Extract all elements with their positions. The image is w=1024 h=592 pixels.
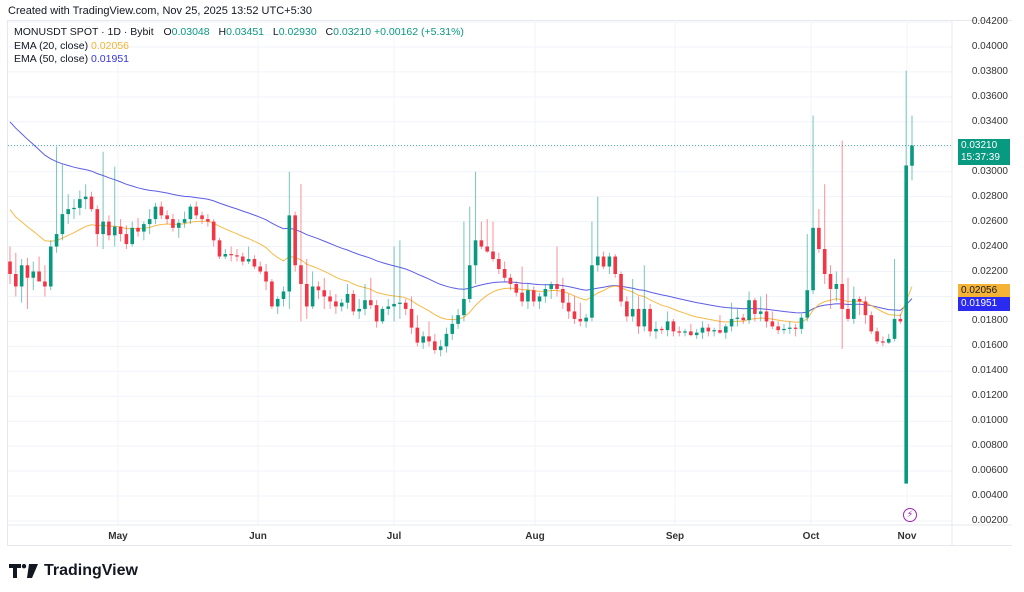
price-tick: 0.01400 (971, 365, 1008, 377)
time-tick: Jun (249, 531, 267, 542)
price-tick: 0.03800 (971, 65, 1008, 77)
close-value: 0.03210 (333, 26, 372, 38)
price-tick: 0.01200 (971, 390, 1008, 402)
created-with-text: Created with TradingView.com, Nov 25, 20… (8, 5, 312, 17)
price-tick: 0.02400 (971, 240, 1008, 252)
price-tick: 0.00400 (971, 490, 1008, 502)
price-tick: 0.01600 (971, 340, 1008, 352)
price-tick: 0.04200 (971, 16, 1008, 27)
ema20-label: EMA (20, close) (14, 39, 89, 52)
chart-legend: MONUSDT SPOT · 1D · Bybit O0.03048 H0.03… (14, 26, 464, 67)
price-tick: 0.01800 (971, 315, 1008, 327)
ema20-row[interactable]: EMA (20, close) 0.02056 (14, 40, 464, 54)
event-lightning-icon[interactable]: ⚡︎ (903, 508, 917, 522)
price-tick: 0.01000 (971, 415, 1008, 427)
time-tick: Oct (802, 531, 820, 542)
tradingview-logo: TradingView (9, 562, 138, 580)
price-tick: 0.00200 (971, 515, 1008, 526)
ema50-value: 0.01951 (91, 53, 130, 65)
price-tick: 0.02600 (971, 215, 1008, 227)
symbol-label[interactable]: MONUSDT SPOT · 1D · Bybit (14, 26, 154, 38)
tv-logo-icon (9, 564, 38, 578)
time-tick: Sep (665, 531, 685, 542)
symbol-row: MONUSDT SPOT · 1D · Bybit O0.03048 H0.03… (14, 26, 464, 38)
time-tick: Jul (386, 531, 402, 542)
price-tick: 0.02800 (971, 190, 1008, 202)
price-tick: 0.00800 (971, 440, 1008, 452)
ema20-value: 0.02056 (91, 39, 130, 52)
price-tick: 0.04000 (971, 40, 1008, 52)
low-value: 0.02930 (278, 26, 317, 38)
high-value: 0.03451 (226, 26, 265, 38)
last-price-tag: 0.03210 15:37:39 (958, 139, 1010, 165)
price-tick: 0.03400 (971, 115, 1008, 127)
price-tick: 0.02200 (971, 265, 1008, 277)
ema50-label: EMA (50, close) (14, 53, 89, 65)
open-value: 0.03048 (171, 26, 210, 38)
ema20-tag: 0.02056 (958, 284, 1010, 298)
ema50-tag: 0.01951 (958, 297, 1010, 311)
brand-name: TradingView (44, 562, 138, 579)
price-tick: 0.03600 (971, 90, 1008, 102)
time-tick: Aug (525, 531, 545, 542)
time-tick: Nov (897, 531, 917, 542)
price-tick: 0.03000 (971, 165, 1008, 177)
time-tick: May (108, 531, 128, 542)
chart-frame[interactable] (7, 20, 1012, 546)
bar-countdown: 15:37:39 (961, 152, 1000, 163)
price-tick: 0.00600 (971, 465, 1008, 477)
ema50-row[interactable]: EMA (50, close) 0.01951 (14, 53, 464, 67)
change-value: +0.00162 (+5.31%) (374, 26, 464, 38)
last-price: 0.03210 (961, 140, 998, 151)
